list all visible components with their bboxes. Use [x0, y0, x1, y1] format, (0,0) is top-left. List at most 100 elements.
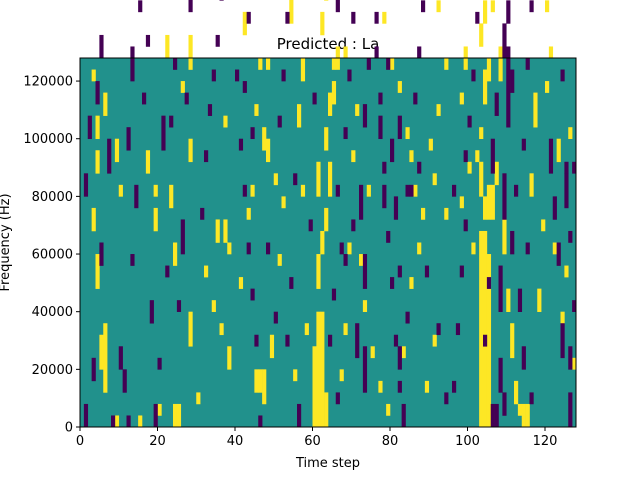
heatmap-cell-low	[397, 115, 402, 140]
heatmap-cell-low	[118, 346, 123, 370]
heatmap-cell-low	[382, 161, 387, 174]
y-tick-label: 80000	[32, 190, 73, 205]
heatmap-cell-high	[204, 265, 209, 278]
heatmap-cell-low	[548, 138, 554, 174]
y-axis-label: Frequency (Hz)	[0, 193, 13, 291]
heatmap-cell-high	[552, 242, 557, 255]
heatmap-cell-high	[483, 196, 488, 220]
heatmap-cell-high	[494, 161, 499, 186]
heatmap-cell-high	[413, 184, 418, 197]
heatmap-cell-high	[537, 288, 542, 312]
heatmap-cell-high	[432, 173, 437, 186]
heatmap-cell-high	[548, 46, 554, 59]
heatmap-cell-low	[359, 184, 364, 220]
heatmap-cell-low	[328, 334, 333, 347]
heatmap-cell-low	[417, 46, 422, 59]
heatmap-cell-high	[545, 0, 550, 13]
heatmap-cell-high	[312, 346, 317, 428]
heatmap-cell-low	[401, 403, 406, 428]
heatmap-cell-high	[254, 369, 259, 393]
heatmap-cell-low	[235, 69, 240, 82]
heatmap-cell-low	[157, 357, 162, 370]
heatmap-cell-low	[331, 288, 337, 301]
heatmap-cell-low	[107, 138, 112, 174]
heatmap-cell-low	[95, 81, 100, 105]
heatmap-cell-high	[382, 11, 387, 24]
heatmap-cell-high	[258, 369, 263, 393]
heatmap-cell-low	[355, 323, 360, 359]
heatmap-cell-high	[262, 369, 267, 405]
heatmap-cell-low	[126, 127, 131, 151]
heatmap-cell-high	[483, 69, 488, 105]
heatmap-cell-low	[83, 173, 89, 197]
heatmap-cell-low	[173, 58, 178, 70]
heatmap-cell-low	[390, 277, 395, 289]
heatmap-cell-low	[378, 92, 383, 105]
heatmap-cell-low	[250, 288, 255, 301]
heatmap-cell-low	[452, 184, 457, 197]
heatmap-cell-high	[223, 115, 228, 128]
heatmap-cell-high	[486, 58, 492, 82]
heatmap-cell-high	[378, 380, 383, 393]
heatmap-cell-low	[436, 323, 441, 336]
heatmap-cell-high	[153, 184, 158, 197]
heatmap-cell-low	[176, 300, 182, 312]
heatmap-cell-high	[114, 138, 120, 163]
heatmap-cell-high	[180, 81, 185, 93]
heatmap-cell-high	[521, 403, 526, 428]
heatmap-cell-low	[277, 115, 282, 128]
heatmap-cell-high	[436, 104, 441, 116]
heatmap-cell-low	[475, 11, 480, 24]
heatmap-cell-low	[122, 369, 127, 393]
heatmap-cell-low	[153, 403, 158, 428]
heatmap-cell-low	[444, 392, 449, 405]
heatmap-cell-low	[285, 11, 290, 24]
heatmap-cell-high	[103, 323, 108, 393]
heatmap-cell-low	[258, 415, 263, 428]
heatmap-cell-low	[362, 346, 368, 393]
heatmap-cell-low	[266, 242, 271, 255]
x-tick-label: 20	[149, 434, 166, 449]
heatmap-cell-high	[405, 127, 410, 140]
heatmap-cell-high	[343, 323, 348, 336]
heatmap-cell-high	[467, 161, 472, 174]
heatmap-cell-high	[300, 58, 306, 82]
heatmap-cell-high	[459, 92, 464, 105]
heatmap-cell-low	[343, 254, 348, 266]
heatmap-cell-high	[316, 311, 321, 428]
heatmap-cell-high	[328, 161, 333, 197]
heatmap-cell-high	[297, 104, 302, 128]
heatmap-cell-high	[173, 403, 178, 428]
heatmap-cell-low	[138, 0, 143, 13]
heatmap-cell-low	[386, 230, 391, 243]
heatmap-cell-low	[242, 81, 247, 93]
heatmap-cell-low	[452, 380, 457, 393]
heatmap-cell-low	[242, 184, 247, 197]
heatmap-cell-high	[490, 0, 495, 13]
heatmap-cell-low	[161, 115, 166, 151]
heatmap-cell-high	[95, 115, 100, 140]
heatmap-cell-low	[397, 380, 402, 393]
heatmap-cell-high	[370, 346, 375, 359]
heatmap-cell-high	[351, 150, 356, 163]
heatmap-cell-high	[304, 323, 309, 336]
heatmap-cell-low	[498, 357, 503, 393]
heatmap-cell-high	[572, 357, 577, 370]
heatmap-cell-low	[568, 392, 573, 428]
heatmap-cell-low	[165, 265, 170, 278]
heatmap-cell-low	[91, 357, 96, 382]
y-tick-label: 60000	[32, 248, 73, 263]
heatmap-cell-low	[417, 161, 422, 174]
x-tick-label: 120	[533, 434, 558, 449]
heatmap-cell-high	[103, 92, 108, 116]
plot-frame	[79, 57, 577, 428]
heatmap-cell-low	[382, 184, 387, 209]
heatmap-cell-low	[568, 230, 573, 243]
heatmap-cell-high	[347, 242, 352, 255]
heatmap-cell-low	[502, 23, 507, 59]
heatmap-cell-low	[351, 219, 356, 232]
heatmap-cell-low	[273, 311, 278, 324]
heatmap-cell-low	[312, 92, 317, 105]
heatmap-cell-high	[533, 92, 538, 128]
heatmap-cell-low	[211, 69, 216, 82]
